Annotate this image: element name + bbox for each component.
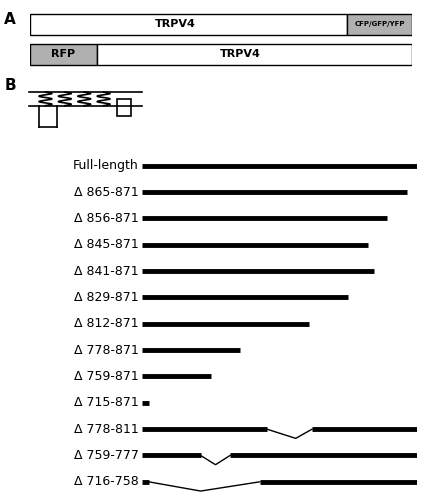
Text: Δ 865-871: Δ 865-871 xyxy=(74,186,139,198)
FancyBboxPatch shape xyxy=(347,14,412,35)
Text: Δ 716-758: Δ 716-758 xyxy=(74,476,139,488)
Text: Δ 845-871: Δ 845-871 xyxy=(74,238,139,251)
FancyBboxPatch shape xyxy=(96,44,412,65)
Text: A: A xyxy=(4,12,16,28)
Text: Full-length: Full-length xyxy=(73,159,139,172)
Text: Δ 759-871: Δ 759-871 xyxy=(74,370,139,383)
Text: Δ 812-871: Δ 812-871 xyxy=(74,317,139,330)
FancyBboxPatch shape xyxy=(30,44,96,65)
Text: TRPV4: TRPV4 xyxy=(155,20,196,30)
Text: CFP/GFP/YFP: CFP/GFP/YFP xyxy=(354,22,405,28)
FancyBboxPatch shape xyxy=(116,99,131,116)
Text: Δ 829-871: Δ 829-871 xyxy=(74,291,139,304)
Text: Δ 778-811: Δ 778-811 xyxy=(74,422,139,436)
Text: Δ 715-871: Δ 715-871 xyxy=(74,396,139,409)
Text: Δ 759-777: Δ 759-777 xyxy=(74,449,139,462)
FancyBboxPatch shape xyxy=(30,14,347,35)
Text: Δ 841-871: Δ 841-871 xyxy=(74,264,139,278)
Text: RFP: RFP xyxy=(51,50,75,59)
Text: B: B xyxy=(4,78,16,92)
Text: TRPV4: TRPV4 xyxy=(220,50,261,59)
Text: Δ 778-871: Δ 778-871 xyxy=(74,344,139,356)
Text: Δ 856-871: Δ 856-871 xyxy=(74,212,139,225)
